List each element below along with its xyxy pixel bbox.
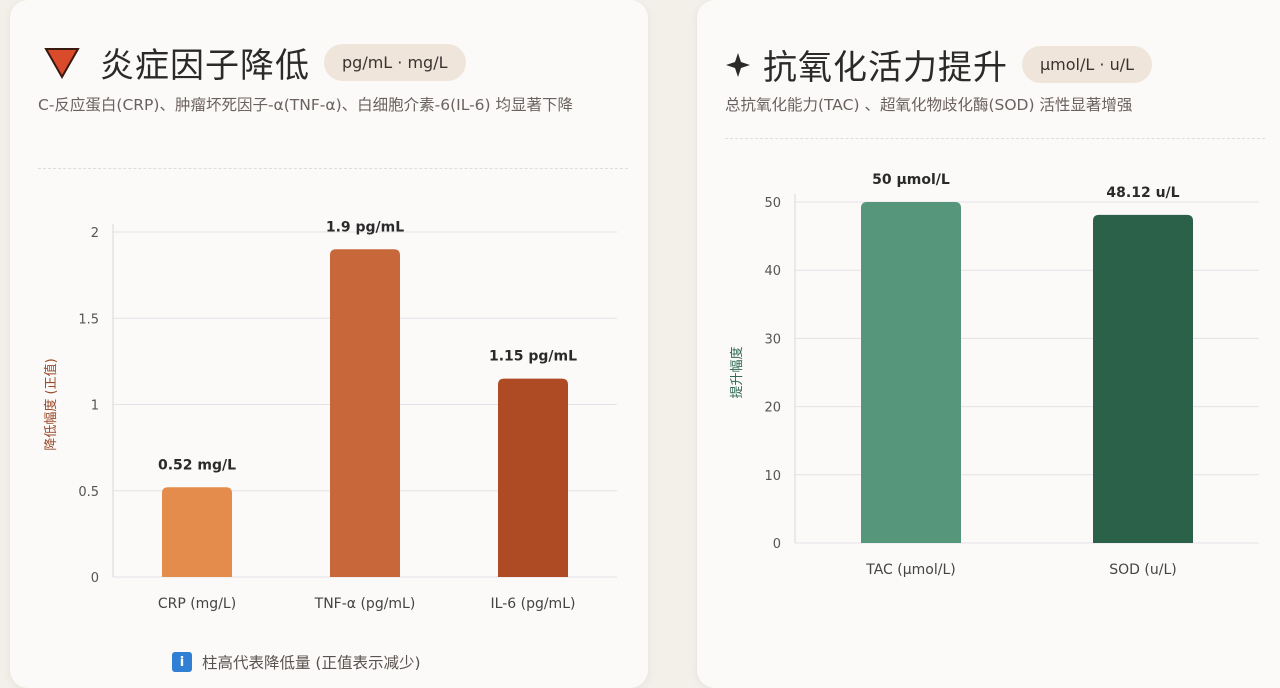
inflammation-card: 炎症因子降低 pg/mL · mg/L C-反应蛋白(CRP)、肿瘤坏死因子-α…: [10, 0, 648, 688]
data-label: 0.52 mg/L: [158, 457, 236, 473]
inflammation-unit-pill: pg/mL · mg/L: [324, 44, 466, 81]
y-tick-label: 0: [773, 537, 781, 552]
inflammation-header: 炎症因子降低 pg/mL · mg/L: [42, 38, 466, 87]
bar: [861, 202, 961, 543]
inflammation-legend: i 柱高代表降低量 (正值表示减少): [172, 651, 421, 673]
y-tick-label: 10: [764, 469, 781, 484]
inflammation-chart: 0 0.5 1 1.5 2 降低幅度 (正值) 0.52 mg/L CRP (mg/L) 1.9…: [43, 219, 617, 612]
data-label: 50 μmol/L: [872, 172, 950, 188]
y-tick-label: 0: [91, 571, 99, 586]
antioxidant-title: 抗氧化活力提升: [763, 48, 1008, 88]
data-label: 48.12 u/L: [1106, 185, 1179, 201]
x-tick-label: TNF-α (pg/mL): [314, 596, 416, 612]
bar: [498, 378, 568, 577]
x-tick-label: CRP (mg/L): [158, 596, 236, 612]
bar: [330, 249, 400, 577]
antioxidant-description: 总抗氧化能力(TAC) 、超氧化物歧化酶(SOD) 活性显著增强: [725, 96, 1133, 114]
inflammation-description: C-反应蛋白(CRP)、肿瘤坏死因子-α(TNF-α)、白细胞介素-6(IL-6…: [38, 96, 574, 114]
y-tick-label: 30: [764, 332, 781, 347]
data-label: 1.15 pg/mL: [489, 349, 577, 365]
antioxidant-card: 抗氧化活力提升 μmol/L · u/L 总抗氧化能力(TAC) 、超氧化物歧化…: [697, 0, 1280, 688]
divider: [38, 168, 628, 169]
y-axis-label: 提升幅度: [729, 346, 745, 398]
y-axis-label: 降低幅度 (正值): [43, 358, 59, 450]
antioxidant-unit-pill: μmol/L · u/L: [1022, 46, 1153, 83]
antioxidant-chart: 0 10 20 30 40 50 提升幅度 50 μmol/L TAC (μmol/L) 48.1…: [729, 172, 1259, 578]
bar: [162, 487, 232, 577]
y-tick-label: 1.5: [78, 312, 99, 327]
data-label: 1.9 pg/mL: [326, 219, 404, 235]
divider: [725, 138, 1265, 139]
legend-text: 柱高代表降低量 (正值表示减少): [202, 654, 421, 672]
x-tick-label: SOD (u/L): [1109, 562, 1176, 578]
antioxidant-header: 抗氧化活力提升 μmol/L · u/L: [725, 40, 1153, 89]
y-tick-label: 2: [91, 226, 99, 241]
inflammation-title: 炎症因子降低: [100, 46, 310, 86]
y-tick-label: 0.5: [78, 485, 99, 500]
y-tick-label: 20: [764, 401, 781, 416]
down-triangle-icon: [44, 47, 80, 79]
sparkle-icon: [726, 52, 750, 77]
y-tick-label: 50: [764, 196, 781, 211]
bar: [1093, 214, 1193, 543]
y-tick-label: 1: [91, 399, 99, 414]
x-tick-label: TAC (μmol/L): [865, 562, 955, 578]
x-tick-label: IL-6 (pg/mL): [491, 596, 576, 612]
thermometer-icon: i: [172, 652, 192, 672]
y-tick-label: 40: [764, 264, 781, 279]
